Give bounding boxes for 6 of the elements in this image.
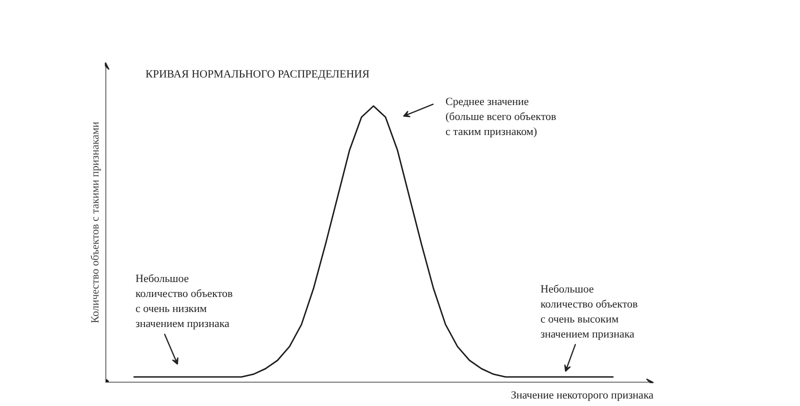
x-axis-title: Значение некоторого признака — [510, 390, 654, 402]
annotation: Среднее значение (больше всего объектов с таким признаком) — [446, 96, 556, 138]
y-axis-title: Количество объектов с такими признаками — [90, 122, 102, 324]
annotation: Небольшое количество объектов с очень низким значением признака — [136, 273, 233, 330]
chart-title: КРИВАЯ НОРМАЛЬНОГО РАСПРЕДЕЛЕНИЯ — [146, 68, 370, 81]
annotation: Небольшое количество объектов с очень высоким значением признака — [540, 283, 638, 340]
